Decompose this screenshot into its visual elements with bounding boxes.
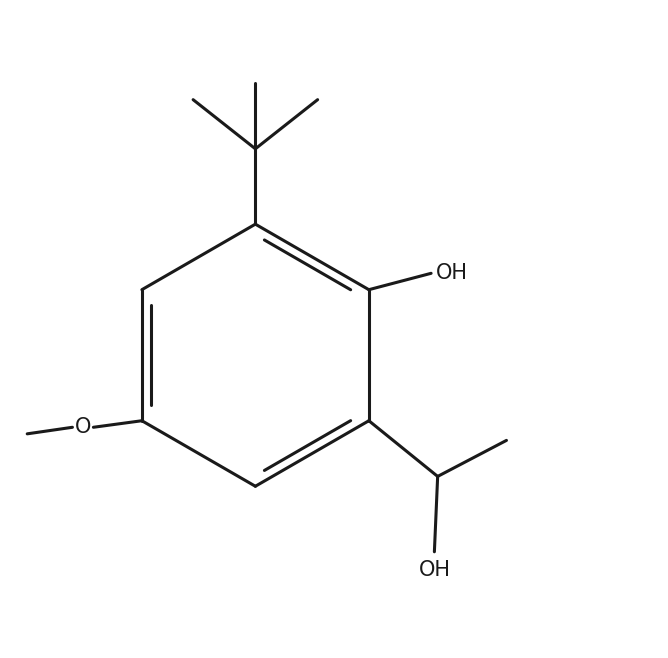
Text: OH: OH: [436, 263, 468, 284]
Text: O: O: [75, 417, 91, 438]
Text: OH: OH: [418, 560, 450, 580]
